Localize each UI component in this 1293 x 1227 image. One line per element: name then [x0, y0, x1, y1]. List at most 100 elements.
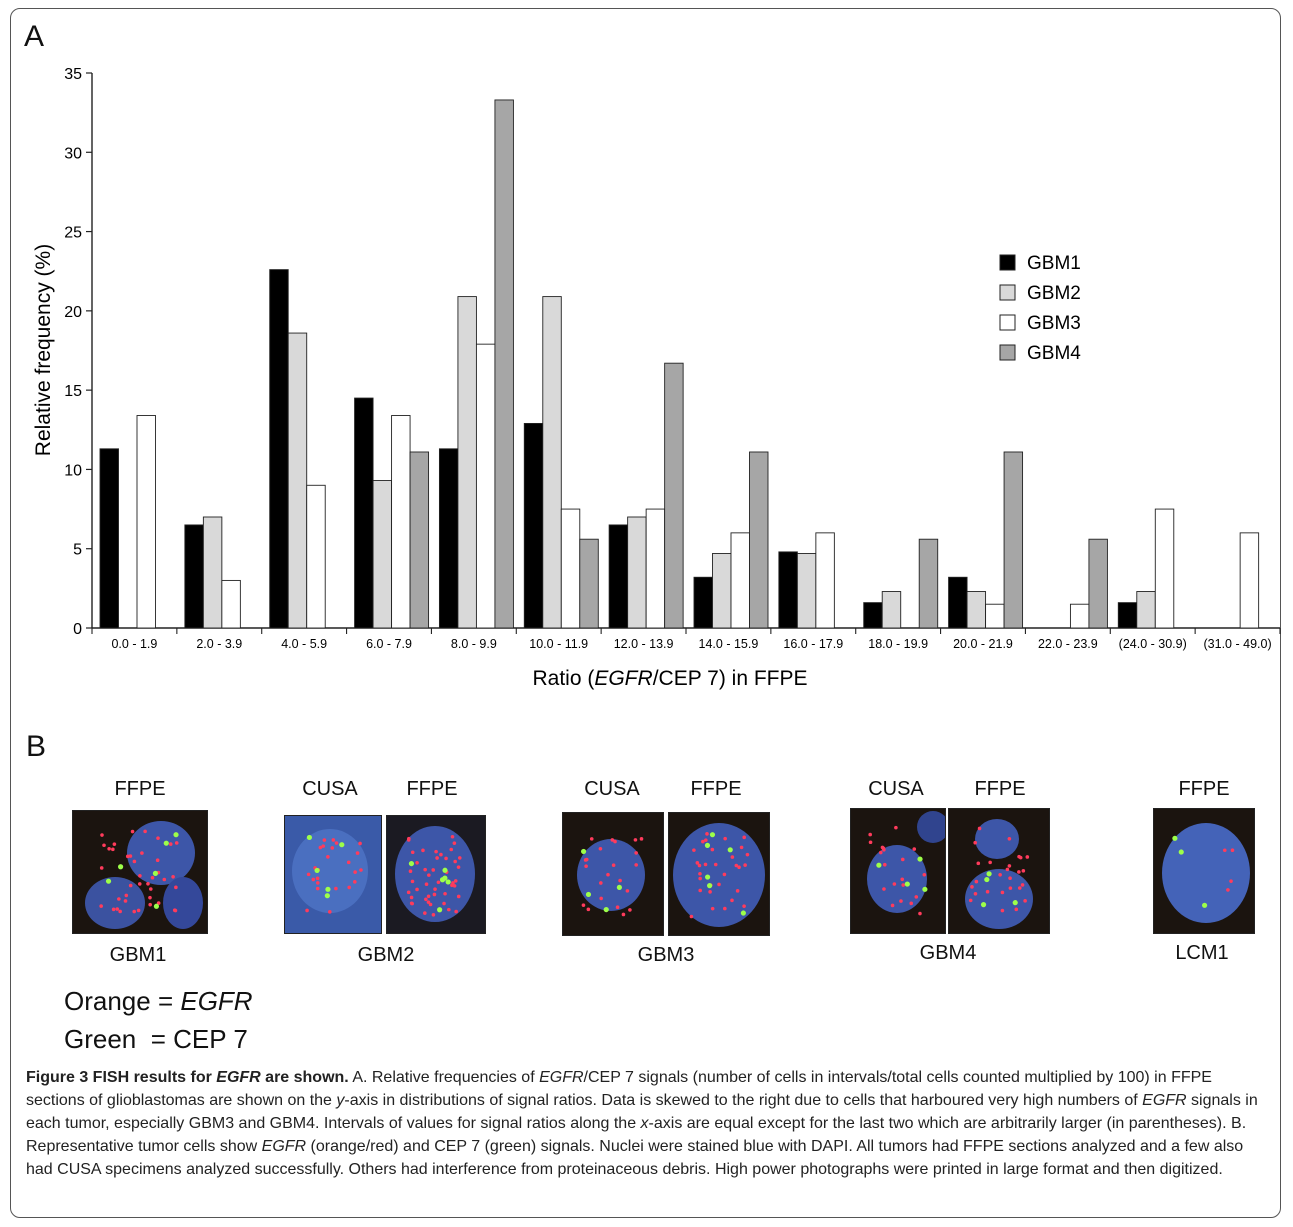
egfr-signal: [449, 847, 454, 852]
egfr-signal: [111, 847, 115, 852]
egfr-signal: [697, 863, 702, 868]
egfr-signal: [408, 869, 413, 874]
header-gbm3-cusa: CUSA: [584, 778, 640, 800]
egfr-signal: [611, 863, 616, 868]
fish-signals: [868, 825, 928, 916]
micrograph-gbm2-ffpe: [386, 815, 486, 934]
egfr-signal: [305, 908, 309, 913]
egfr-signal: [112, 842, 117, 846]
cep7-signal: [876, 862, 882, 868]
bar-gbm4-4: [494, 99, 514, 629]
egfr-signal: [618, 878, 622, 883]
nucleus: [577, 839, 645, 911]
egfr-signal: [426, 894, 431, 899]
micrograph-gbm1-ffpe-svg: [73, 811, 207, 933]
egfr-signal: [1025, 855, 1030, 859]
micrograph-gbm4-cusa-svg: [851, 809, 945, 933]
nucleus: [1162, 823, 1250, 923]
egfr-signal: [922, 872, 927, 877]
y-tick-label: 5: [73, 542, 82, 559]
cep7-signal: [1012, 900, 1018, 906]
egfr-signal: [442, 901, 446, 906]
fish-signals: [1172, 835, 1235, 908]
bar-gbm2-6: [627, 516, 647, 629]
bar-gbm3-6: [645, 508, 666, 629]
legend: GBM1 GBM2 GBM3 GBM4: [999, 253, 1081, 364]
egfr-signal: [723, 836, 727, 841]
egfr-signal: [890, 903, 895, 908]
cep7-signal: [314, 867, 320, 874]
fish-signals: [580, 837, 644, 917]
egfr-signal: [633, 838, 638, 842]
egfr-signal: [423, 911, 427, 915]
egfr-signal: [968, 898, 973, 903]
y-tick-label: 20: [64, 304, 82, 321]
bar-gbm4-5: [579, 538, 599, 629]
x-tick-label: 6.0 - 7.9: [366, 637, 412, 651]
egfr-signal: [450, 834, 455, 839]
egfr-signal: [1007, 836, 1012, 841]
cep7-signal: [1201, 902, 1208, 908]
x-tick-label: 10.0 - 11.9: [529, 637, 588, 651]
cep7-signal: [707, 883, 713, 889]
bar-gbm3-8: [815, 532, 835, 629]
cep7-signal: [1178, 849, 1184, 855]
egfr-signal: [444, 856, 448, 861]
bar-gbm4-10: [1003, 451, 1024, 629]
egfr-signal: [117, 897, 121, 901]
egfr-signal: [584, 864, 588, 869]
x-tick-label: 12.0 - 13.9: [614, 637, 674, 651]
cep7-signal: [152, 870, 159, 876]
bar-gbm2-3: [372, 480, 393, 629]
x-tick-label: 2.0 - 3.9: [196, 637, 242, 651]
egfr-signal: [423, 867, 427, 872]
egfr-signal: [156, 901, 161, 905]
egfr-signal: [306, 872, 311, 877]
cep7-signal: [585, 891, 592, 898]
egfr-signal: [882, 847, 886, 852]
bar-gbm2-5: [542, 296, 562, 629]
x-title-part-2: EGFR: [594, 667, 652, 690]
y-tick-label: 10: [64, 462, 82, 479]
egfr-signal: [99, 904, 103, 908]
egfr-signal: [431, 912, 436, 917]
nucleus: [975, 819, 1019, 859]
x-tick-label: (24.0 - 30.9): [1119, 637, 1187, 651]
egfr-signal: [132, 859, 137, 864]
egfr-signal: [698, 888, 703, 893]
egfr-signal: [613, 839, 617, 844]
egfr-signal: [625, 889, 630, 893]
fish-signals: [406, 834, 462, 917]
egfr-signal: [708, 890, 712, 894]
sample-label-gbm1: GBM1: [109, 944, 167, 966]
cep7-signal: [709, 832, 716, 838]
egfr-signal: [701, 839, 705, 844]
egfr-signal: [130, 829, 135, 834]
egfr-signal: [882, 862, 887, 867]
egfr-signal: [146, 881, 150, 886]
egfr-signal: [334, 841, 339, 845]
bar-gbm2-10: [966, 591, 987, 629]
x-axis: 0.0 - 1.9 2.0 - 3.9 4.0 - 5.9 6.0 - 7.9 8.0 …: [91, 627, 1281, 651]
egfr-signal: [434, 849, 438, 854]
bar-gbm3-5: [560, 508, 581, 629]
egfr-signal: [410, 879, 415, 884]
legend-label-gbm2: GBM2: [1027, 283, 1081, 304]
egfr-signal: [739, 845, 744, 850]
bar-gbm3-4: [475, 343, 496, 629]
bar-gbm4-3: [409, 451, 430, 629]
egfr-signal: [698, 871, 702, 876]
egfr-signal: [409, 895, 414, 900]
fish-signals: [968, 826, 1030, 913]
egfr-signal: [976, 861, 981, 866]
egfr-signal: [1229, 879, 1233, 883]
cep7-signal: [727, 847, 733, 853]
bar-gbm3-11: [1069, 603, 1090, 629]
egfr-signal: [1007, 864, 1012, 868]
bar-gbm1-6: [608, 524, 629, 629]
x-tick-label: 8.0 - 9.9: [451, 637, 497, 651]
egfr-signal: [634, 863, 639, 867]
figure-frame: [10, 8, 1281, 1218]
nucleus: [917, 811, 945, 843]
nucleus: [673, 823, 765, 927]
